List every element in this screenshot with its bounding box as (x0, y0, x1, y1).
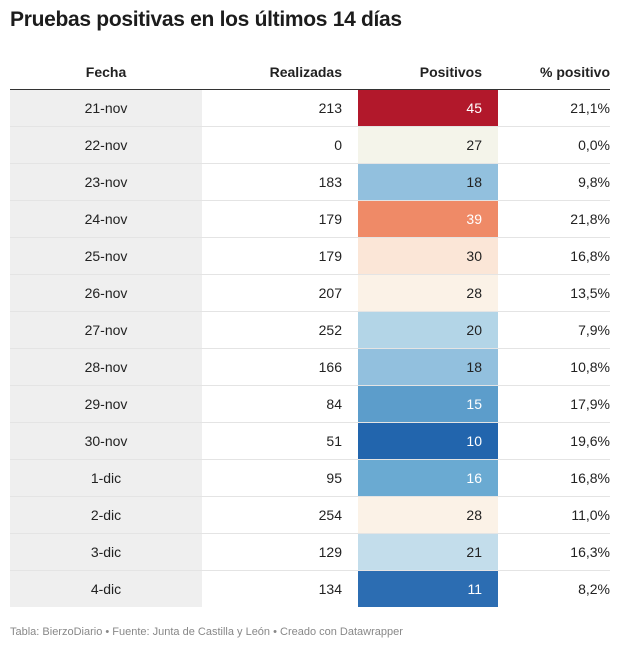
column-header-realizadas[interactable]: Realizadas (202, 54, 358, 90)
cell-realizadas: 179 (202, 200, 358, 238)
cell-realizadas: 252 (202, 311, 358, 349)
cell-positivos: 28 (358, 496, 498, 534)
cell-pct-positivo: 7,9% (498, 311, 610, 349)
cell-realizadas: 134 (318, 581, 342, 597)
table-row: 27-nov 252 20 7,9% (10, 311, 610, 349)
table-row: 26-nov 207 28 13,5% (10, 274, 610, 312)
cell-realizadas: 51 (202, 422, 358, 460)
cell-positivos: 28 (358, 274, 498, 312)
cell-fecha: 27-nov (10, 311, 202, 349)
cell-positivos: 27 (358, 126, 498, 164)
cell-pct-positivo: 16,3% (498, 533, 610, 571)
column-header-positivos[interactable]: Positivos (358, 54, 498, 90)
cell-pct-positivo: 17,9% (498, 385, 610, 423)
cell-positivos: 30 (358, 237, 498, 275)
cell-fecha: 2-dic (10, 496, 202, 534)
cell-fecha: 24-nov (10, 200, 202, 238)
cell-realizadas: 183 (202, 163, 358, 201)
cell-realizadas: 207 (202, 274, 358, 312)
table-row: 3-dic 129 21 16,3% (10, 533, 610, 571)
cell-fecha: 3-dic (10, 533, 202, 571)
cell-positivos: 18 (358, 348, 498, 386)
table-row: 23-nov 183 18 9,8% (10, 163, 610, 201)
cell-fecha: 21-nov (10, 89, 202, 127)
data-table: Fecha Realizadas Positivos % positivo 21… (10, 54, 610, 607)
cell-pct-positivo: 0,0% (498, 126, 610, 164)
cell-pct-positivo: 9,8% (498, 163, 610, 201)
column-header-pct-positivo[interactable]: % positivo (498, 54, 610, 90)
table-row: 21-nov 213 45 21,1% (10, 89, 610, 127)
cell-realizadas: 179 (202, 237, 358, 275)
chart-title: Pruebas positivas en los últimos 14 días (10, 8, 402, 31)
table-row: 1-dic 95 16 16,8% (10, 459, 610, 497)
cell-positivos: 10 (358, 422, 498, 460)
footer-credits: Tabla: BierzoDiario • Fuente: Junta de C… (10, 626, 403, 638)
cell-positivos: 20 (358, 311, 498, 349)
table-header-row: Fecha Realizadas Positivos % positivo (10, 54, 610, 90)
cell-positivos: 18 (358, 163, 498, 201)
cell-positivos: 16 (358, 459, 498, 497)
cell-positivos: 11 (358, 570, 498, 607)
cell-positivos: 15 (358, 385, 498, 423)
cell-realizadas: 129 (202, 533, 358, 571)
cell-pct-positivo: 16,8% (498, 459, 610, 497)
cell-pct-positivo: 21,8% (498, 200, 610, 238)
cell-fecha: 1-dic (10, 459, 202, 497)
cell-positivos: 39 (358, 200, 498, 238)
cell-pct-positivo: 11,0% (498, 496, 610, 534)
cell-fecha: 25-nov (10, 237, 202, 275)
cell-fecha: 23-nov (10, 163, 202, 201)
table-row: 30-nov 51 10 19,6% (10, 422, 610, 460)
cell-positivos: 45 (358, 89, 498, 127)
cell-pct-positivo: 8,2% (578, 581, 610, 597)
cell-pct-positivo: 10,8% (498, 348, 610, 386)
table-body: 21-nov 213 45 21,1% 22-nov 0 27 0,0% 23-nov 183 18… (10, 89, 610, 607)
cell-realizadas: 84 (202, 385, 358, 423)
cell-fecha: 22-nov (10, 126, 202, 164)
cell-fecha: 29-nov (10, 385, 202, 423)
table-row: 24-nov 179 39 21,8% (10, 200, 610, 238)
column-header-fecha[interactable]: Fecha (10, 54, 202, 90)
table-row: 25-nov 179 30 16,8% (10, 237, 610, 275)
cell-pct-positivo: 21,1% (498, 89, 610, 127)
cell-realizadas: 95 (202, 459, 358, 497)
cell-realizadas: 166 (202, 348, 358, 386)
table-row: 2-dic 254 28 11,0% (10, 496, 610, 534)
cell-realizadas: 0 (202, 126, 358, 164)
cell-fecha: 4-dic (10, 570, 202, 607)
cell-fecha: 30-nov (10, 422, 202, 460)
cell-fecha: 26-nov (10, 274, 202, 312)
table-row: 29-nov 84 15 17,9% (10, 385, 610, 423)
cell-positivos: 21 (358, 533, 498, 571)
cell-fecha: 28-nov (10, 348, 202, 386)
table-row: 4-dic 134 11 8,2% (10, 570, 610, 607)
table-row: 28-nov 166 18 10,8% (10, 348, 610, 386)
cell-pct-positivo: 19,6% (498, 422, 610, 460)
cell-pct-positivo: 16,8% (498, 237, 610, 275)
cell-realizadas: 213 (202, 89, 358, 127)
cell-realizadas: 254 (202, 496, 358, 534)
table-row: 22-nov 0 27 0,0% (10, 126, 610, 164)
cell-pct-positivo: 13,5% (498, 274, 610, 312)
